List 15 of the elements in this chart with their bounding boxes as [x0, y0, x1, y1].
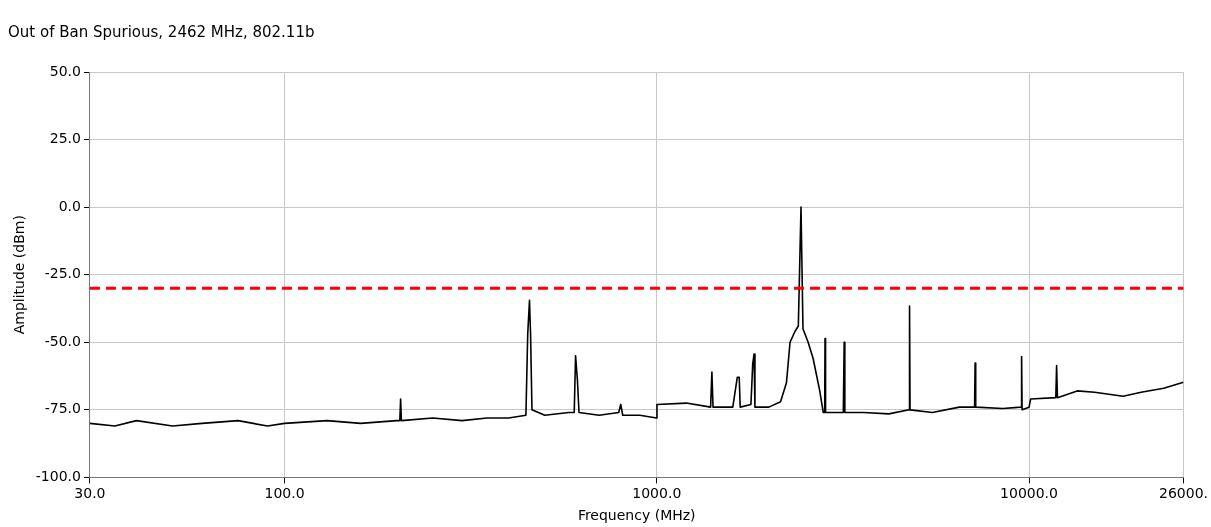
y-tick-label: 0.0 [58, 197, 81, 214]
y-tick-label: -25.0 [44, 265, 81, 282]
y-tick-label: -75.0 [44, 400, 81, 417]
x-tick-label: 100.0 [264, 485, 305, 502]
y-tick-label: 50.0 [49, 62, 81, 79]
y-tick-label: -100.0 [35, 468, 81, 485]
chart-title: Out of Ban Spurious, 2462 MHz, 802.11b [8, 22, 315, 41]
x-axis-title: Frequency (MHz) [577, 507, 696, 524]
x-tick-label: 26000. [1159, 485, 1209, 502]
x-tick-label: 10000.0 [1000, 485, 1058, 502]
y-tick-label: -50.0 [44, 332, 81, 349]
y-axis-title: Amplitude (dBm) [11, 215, 28, 335]
x-tick-label: 1000.0 [632, 485, 682, 502]
x-tick-label: 30.0 [74, 485, 106, 502]
y-tick-label: 25.0 [49, 130, 81, 147]
